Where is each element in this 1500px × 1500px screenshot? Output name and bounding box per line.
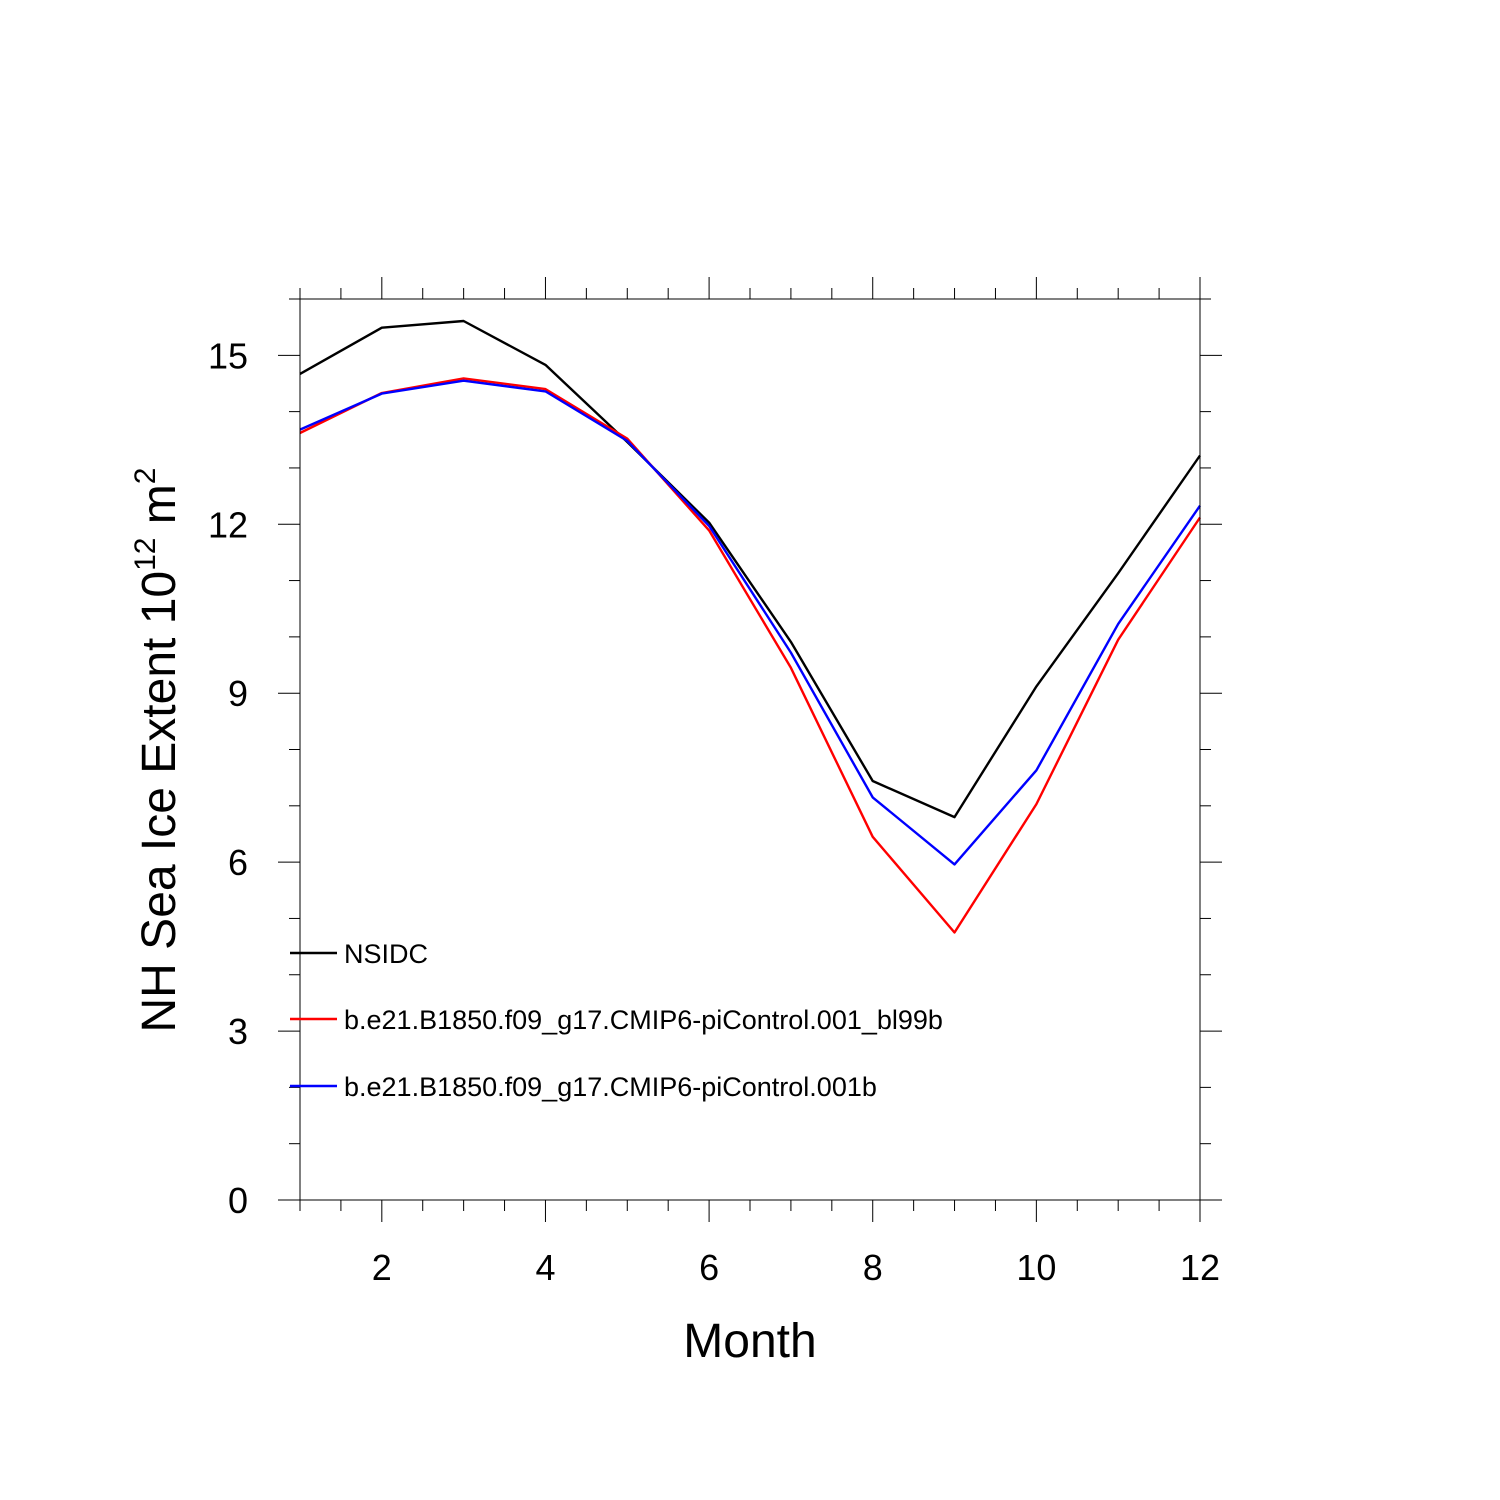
x-tick-label: 6 (699, 1247, 719, 1288)
legend-label-1: NSIDC (344, 939, 428, 969)
y-tick-label: 3 (228, 1011, 248, 1052)
x-axis-title: Month (683, 1315, 816, 1368)
y-tick-label: 0 (228, 1180, 248, 1221)
y-axis-title-prefix: NH Sea Ice Extent 10 (133, 571, 186, 1033)
y-tick-label: 15 (208, 335, 248, 376)
y-tick-label: 9 (228, 673, 248, 714)
series-line-1 (299, 319, 1201, 819)
y-tick-labels: 0 3 6 9 12 15 (208, 335, 248, 1221)
x-tick-label: 8 (863, 1247, 883, 1288)
y-axis-title-unit-exponent: 2 (129, 468, 162, 485)
series-line-3 (299, 379, 1201, 866)
x-tick-label: 4 (535, 1247, 555, 1288)
y-axis-title: NH Sea Ice Extent 1012 m2 (129, 468, 186, 1033)
x-tick-labels: 2 4 6 8 10 12 (372, 1247, 1220, 1288)
y-axis-title-unit: m (133, 484, 186, 537)
y-axis-title-exponent: 12 (129, 538, 162, 571)
legend: NSIDC b.e21.B1850.f09_g17.CMIP6-piControl… (290, 939, 943, 1102)
x-tick-label: 10 (1016, 1247, 1056, 1288)
plot-frame (299, 298, 1201, 1201)
y-tick-label: 6 (228, 842, 248, 883)
x-tick-label: 2 (372, 1247, 392, 1288)
legend-label-3: b.e21.B1850.f09_g17.CMIP6-piControl.001b (344, 1072, 877, 1102)
axis-ticks (278, 277, 1222, 1222)
x-tick-label: 12 (1180, 1247, 1220, 1288)
y-tick-label: 12 (208, 504, 248, 545)
series-lines (299, 319, 1201, 934)
legend-label-2: b.e21.B1850.f09_g17.CMIP6-piControl.001_… (344, 1005, 943, 1035)
series-line-2 (299, 377, 1201, 934)
